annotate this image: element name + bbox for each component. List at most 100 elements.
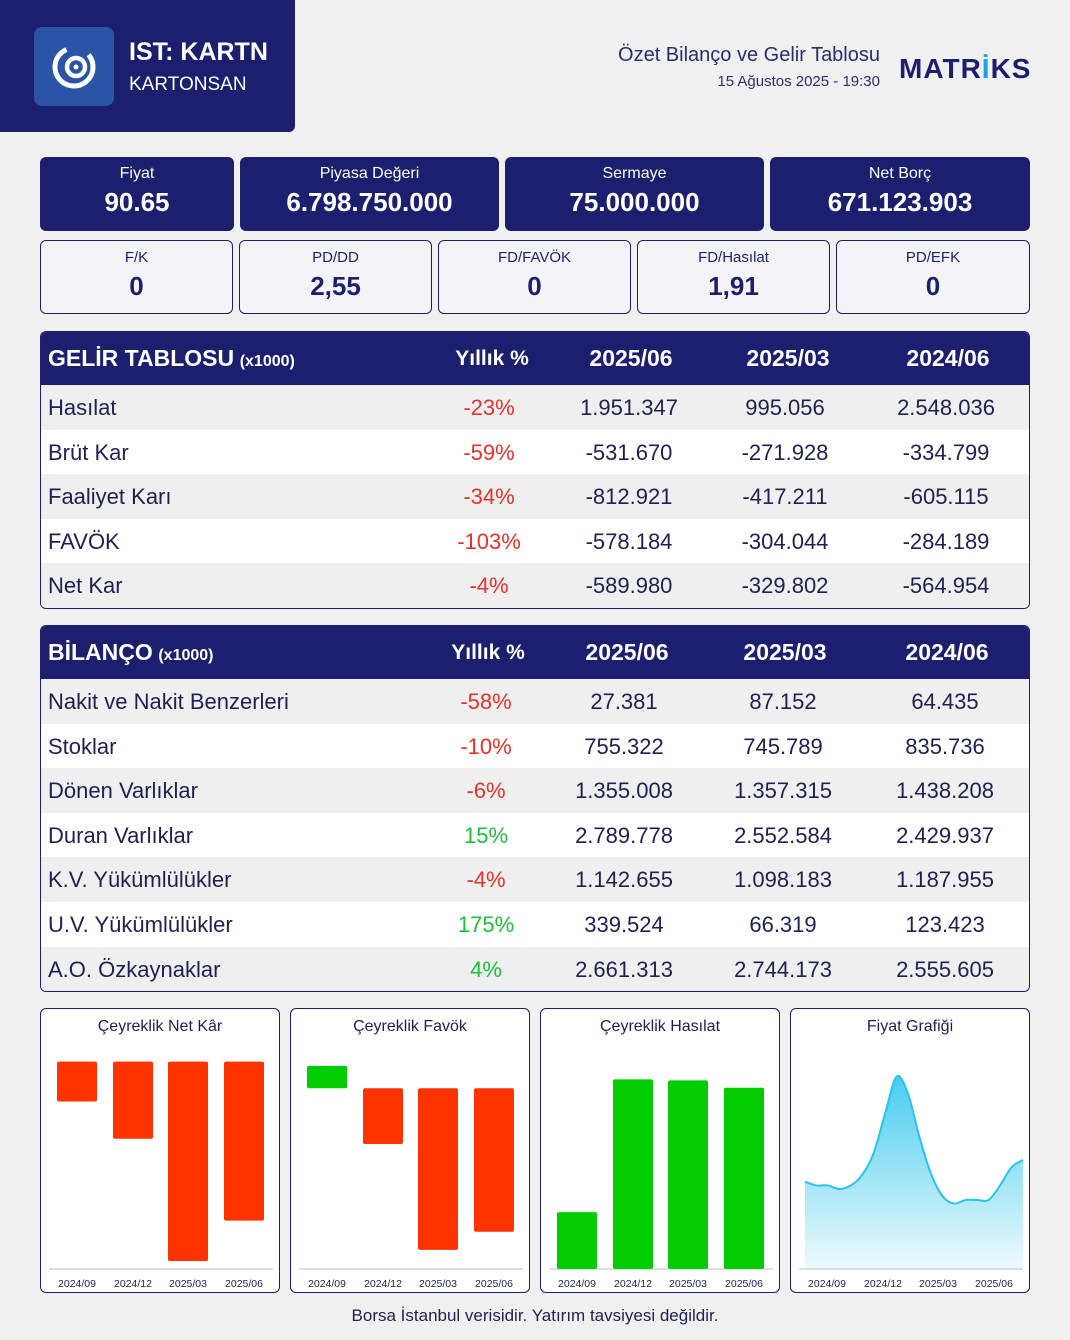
balance-table-header: BİLANÇO (x1000) Yıllık % 2025/06 2025/03… [41,626,1029,679]
chart-title: Çeyreklik Net Kâr [97,1018,223,1035]
row-value-1: -578.184 [585,528,673,554]
balance-col-2: 2025/03 [743,639,827,665]
income-statement-table: GELİR TABLOSU (x1000) Yıllık % 2025/06 2… [40,331,1030,609]
row-value-2: 1.357.315 [734,778,832,804]
row-value-3: 835.736 [905,733,985,759]
row-value-3: 1.187.955 [896,867,994,893]
row-label: Brüt Kar [48,439,129,465]
row-value-3: 2.429.937 [896,822,994,848]
row-value-1: 1.951.347 [580,395,678,420]
disclaimer: Borsa İstanbul verisidir. Yatırım tavsiy… [351,1306,719,1325]
net-profit-bar-chart: 2024/09 2024/12 2025/03 2025/06 [49,1061,273,1290]
ratio-label: PD/DD [312,249,359,266]
kpi-value: 6.798.750.000 [286,187,453,217]
ratio-pe: F/K 0 [40,240,233,314]
row-value-3: -334.799 [902,439,990,465]
x-tick-label: 2024/09 [808,1278,846,1290]
row-value-3: -284.189 [902,528,990,554]
ratio-label: FD/Hasılat [698,249,769,266]
row-yoy-pct: -34% [463,484,515,510]
balance-unit: (x1000) [158,647,214,664]
ebitda-bar-chart: 2024/09 2024/12 2025/03 2025/06 [299,1065,523,1290]
table-row: Dönen Varlıklar -6% 1.355.008 1.357.315 1.43… [41,768,1029,813]
income-unit: (x1000) [239,353,295,370]
kpi-market-cap: Piyasa Değeri 6.798.750.000 [240,157,499,231]
row-label: Nakit ve Nakit Benzerleri [48,689,289,714]
ratio-value: 0 [925,271,941,301]
x-tick-label: 2025/03 [919,1278,957,1290]
table-row: Nakit ve Nakit Benzerleri -58% 27.381 87.15… [41,679,1029,724]
row-value-1: -589.980 [585,573,673,599]
kpi-label: Net Borç [868,165,932,182]
company-logo [34,27,114,106]
brand-text-right: KS [990,53,1032,84]
income-col-1: 2025/06 [589,345,673,371]
kpi-value: 671.123.903 [827,187,973,217]
brand-text-accent: İ [981,53,991,84]
row-yoy-pct: -59% [463,439,515,465]
row-value-2: -329.802 [741,573,829,599]
ratio-mc-efk: PD/EFK 0 [836,240,1030,314]
bar-2025/06 [724,1087,764,1269]
table-row: Faaliyet Karı -34% -812.921 -417.211 -605.11… [41,474,1029,519]
row-yoy-pct: -4% [466,867,506,893]
balance-sheet-table: BİLANÇO (x1000) Yıllık % 2025/06 2025/03… [40,625,1030,993]
row-yoy-pct: -4% [469,573,509,599]
ratio-value: 0 [527,271,542,301]
ticker-symbol: IST: KARTN [129,38,268,66]
kpi-price: Fiyat 90.65 [40,157,234,231]
row-label: U.V. Yükümlülükler [48,911,233,937]
table-row: Brüt Kar -59% -531.670 -271.928 -334.799 [41,430,1029,475]
row-value-1: 2.661.313 [575,956,673,982]
ratio-ev-ebitda: FD/FAVÖK 0 [438,240,631,314]
kpi-label: Piyasa Değeri [319,165,420,182]
income-col-3: 2024/06 [906,345,990,371]
row-value-3: 2.555.605 [896,956,994,982]
income-col-pct: Yıllık % [455,347,529,370]
x-tick-label: 2024/09 [558,1278,596,1290]
table-row: K.V. Yükümlülükler -4% 1.142.655 1.098.183 1… [41,857,1029,902]
row-label: Faaliyet Karı [48,484,172,510]
x-tick-label: 2024/12 [864,1278,902,1290]
bar-2025/03 [668,1080,708,1269]
report-title: Özet Bilanço ve Gelir Tablosu [618,44,880,66]
x-tick-label: 2025/06 [475,1278,513,1290]
row-value-3: 2.548.036 [897,395,995,420]
row-value-2: 2.552.584 [734,822,832,848]
row-value-2: 66.319 [749,911,817,937]
row-label: Hasılat [48,395,117,420]
row-value-1: 339.524 [584,911,664,937]
income-col-2: 2025/03 [746,345,830,371]
x-tick-label: 2025/03 [669,1278,707,1290]
bar-2024/12 [613,1079,653,1269]
ratio-label: F/K [124,249,149,266]
table-row: Stoklar -10% 755.322 745.789 835.736 [41,724,1029,769]
table-row: Duran Varlıklar 15% 2.789.778 2.552.584 2.42… [41,813,1029,858]
table-row: Net Kar -4% -589.980 -329.802 -564.954 [41,563,1029,608]
x-tick-label: 2025/06 [725,1278,763,1290]
row-label: Duran Varlıklar [48,822,194,848]
x-tick-label: 2024/09 [308,1278,346,1290]
kpi-value: 75.000.000 [569,187,700,217]
row-value-3: 123.423 [905,911,985,937]
chart-quarterly-ebitda: Çeyreklik Favök 2024/09 2024/12 2025/03 202… [290,1008,530,1293]
kpi-net-debt: Net Borç 671.123.903 [770,157,1030,231]
balance-col-3: 2024/06 [905,639,989,665]
row-yoy-pct: -23% [463,395,515,420]
row-label: A.O. Özkaynaklar [48,956,221,982]
chart-title: Çeyreklik Favök [353,1018,467,1035]
row-value-2: -271.928 [741,439,829,465]
row-label: Net Kar [48,573,123,599]
company-name: KARTONSAN [129,74,247,95]
balance-title-text: BİLANÇO [48,639,153,665]
table-row: Hasılat -23% 1.951.347 995.056 2.548.036 [41,385,1029,430]
row-label: Dönen Varlıklar [48,778,198,804]
table-row: A.O. Özkaynaklar 4% 2.661.313 2.744.173 2.55… [41,946,1029,992]
chart-price: Fiyat Grafiği 2024/09 2024/12 2025/03 2025/… [790,1008,1030,1293]
ratio-label: FD/FAVÖK [497,249,572,266]
row-yoy-pct: 15% [463,822,509,848]
chart-title: Çeyreklik Hasılat [599,1018,721,1035]
balance-col-pct: Yıllık % [451,641,525,664]
ratio-value: 2,55 [310,271,361,301]
kpi-value: 90.65 [104,187,170,217]
